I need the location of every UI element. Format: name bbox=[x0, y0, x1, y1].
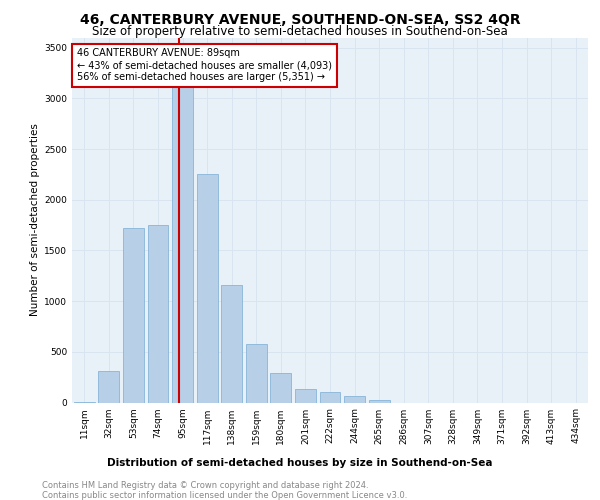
Bar bbox=[271, 373, 292, 402]
Bar bbox=[123, 228, 144, 402]
Text: Contains HM Land Registry data © Crown copyright and database right 2024.: Contains HM Land Registry data © Crown c… bbox=[42, 481, 368, 490]
Bar bbox=[221, 285, 242, 403]
Text: 46 CANTERBURY AVENUE: 89sqm
← 43% of semi-detached houses are smaller (4,093)
56: 46 CANTERBURY AVENUE: 89sqm ← 43% of sem… bbox=[77, 48, 332, 82]
Text: Size of property relative to semi-detached houses in Southend-on-Sea: Size of property relative to semi-detach… bbox=[92, 25, 508, 38]
Text: Distribution of semi-detached houses by size in Southend-on-Sea: Distribution of semi-detached houses by … bbox=[107, 458, 493, 468]
Bar bbox=[197, 174, 218, 402]
Bar bbox=[148, 225, 169, 402]
Bar bbox=[98, 371, 119, 402]
Bar bbox=[172, 52, 193, 403]
Text: 46, CANTERBURY AVENUE, SOUTHEND-ON-SEA, SS2 4QR: 46, CANTERBURY AVENUE, SOUTHEND-ON-SEA, … bbox=[80, 12, 520, 26]
Bar bbox=[295, 390, 316, 402]
Text: Contains public sector information licensed under the Open Government Licence v3: Contains public sector information licen… bbox=[42, 491, 407, 500]
Y-axis label: Number of semi-detached properties: Number of semi-detached properties bbox=[30, 124, 40, 316]
Bar bbox=[368, 400, 389, 402]
Bar bbox=[344, 396, 365, 402]
Bar bbox=[246, 344, 267, 402]
Bar bbox=[320, 392, 340, 402]
